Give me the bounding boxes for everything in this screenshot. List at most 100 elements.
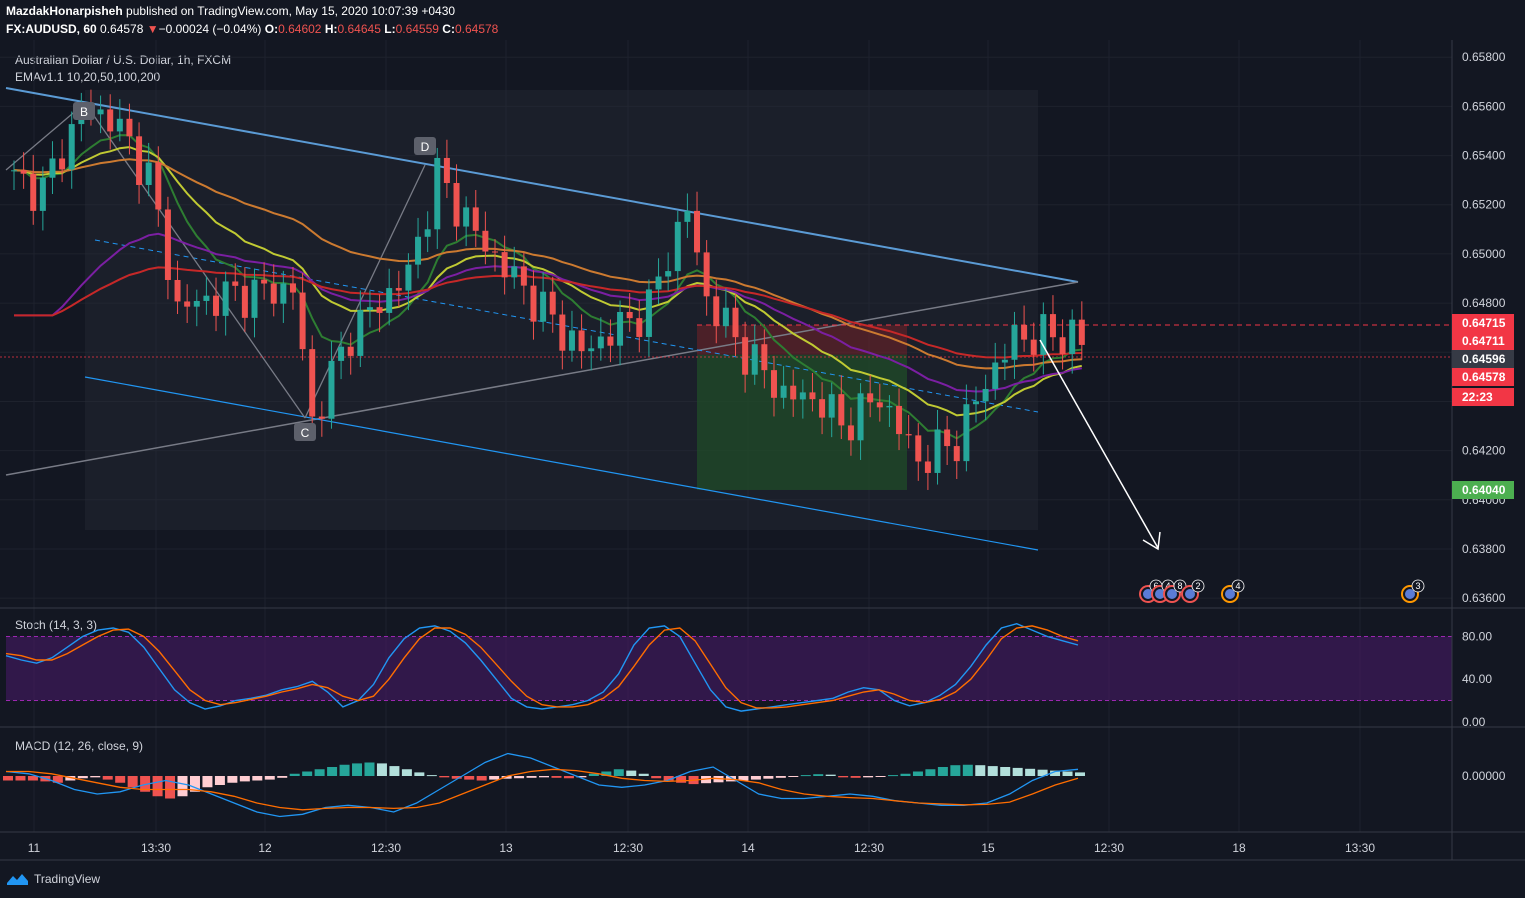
author-name[interactable]: MazdakHonarpisheh <box>6 4 123 18</box>
macd-histogram-bar <box>775 776 786 778</box>
candle-body <box>857 393 864 441</box>
drawings <box>0 87 1452 551</box>
candle-body <box>722 307 729 327</box>
macd-histogram-bar <box>27 776 38 781</box>
time-tick-label: 14 <box>741 841 755 855</box>
forecast-arrowhead <box>1142 531 1161 551</box>
macd-histogram-bar <box>140 776 151 792</box>
event-count-label: 8 <box>1177 581 1182 591</box>
ema-20-line <box>13 146 1083 417</box>
event-count-label: 4 <box>1165 581 1170 591</box>
time-tick-label: 15 <box>981 841 995 855</box>
stoch-band <box>6 636 1452 701</box>
time-tick-label: 18 <box>1232 841 1246 855</box>
macd-histogram-bar <box>626 770 637 776</box>
candle-body <box>973 401 979 405</box>
macd-histogram-bar <box>264 776 275 780</box>
brand-label: TradingView <box>34 872 101 886</box>
macd-histogram-bar <box>302 771 313 776</box>
macd-histogram-bar <box>601 771 612 776</box>
macd-pane <box>3 752 1085 818</box>
candle-body <box>366 307 373 311</box>
macd-legend[interactable]: MACD (12, 26, close, 9) <box>15 739 144 753</box>
publish-line: MazdakHonarpisheh published on TradingVi… <box>6 4 455 18</box>
tradingview-logo[interactable]: TradingView <box>6 871 100 887</box>
stoch-tick-label: 40.00 <box>1462 672 1492 686</box>
candle-body <box>655 276 662 290</box>
candle-body <box>328 360 335 419</box>
event-flag-icon <box>1155 589 1165 599</box>
candle-body <box>578 330 585 352</box>
macd-histogram-bar <box>277 776 288 778</box>
pattern-leg <box>5 102 86 171</box>
lower-triangle-line <box>5 281 1079 476</box>
close-value: 0.64578 <box>454 22 499 36</box>
event-count-badge <box>1149 579 1163 593</box>
stoch-k-line <box>5 622 1079 712</box>
event-flag-icon <box>1139 585 1157 603</box>
macd-histogram-bar <box>962 764 973 776</box>
price-label-box <box>1452 368 1514 386</box>
macd-histogram-bar <box>688 776 699 785</box>
candle-body <box>934 429 941 473</box>
price-label-text: 0.64040 <box>1462 483 1506 497</box>
candle-body <box>424 229 431 237</box>
candle-body <box>1001 359 1008 363</box>
candle-body <box>501 252 508 278</box>
candle-body <box>289 283 296 293</box>
macd-histogram-bar <box>376 763 387 776</box>
event-count-label: 4 <box>1235 581 1240 591</box>
macd-histogram-bar <box>327 767 338 776</box>
stoch-legend[interactable]: Stoch (14, 3, 3) <box>15 618 98 632</box>
candle-body <box>203 295 210 301</box>
event-count-label: 6 <box>1153 581 1158 591</box>
event-flag-icon <box>1163 585 1181 603</box>
candle-body <box>684 210 691 222</box>
macd-histogram-bar <box>613 769 624 776</box>
price-tick-label: 0.64200 <box>1462 444 1506 458</box>
candle-body <box>770 370 777 398</box>
macd-histogram-bar <box>838 776 849 778</box>
stoch-pane <box>5 622 1452 712</box>
candle-body <box>953 446 960 462</box>
ohlc-line: FX:AUDUSD, 60 0.64578 ▼−0.00024 (−0.04%)… <box>6 22 498 36</box>
macd-histogram-bar <box>239 776 250 782</box>
candle-body <box>415 236 422 265</box>
open-label: O: <box>264 22 279 36</box>
candle-body <box>511 266 518 278</box>
change-value: −0.00024 (−0.04%) <box>158 22 262 36</box>
pattern-point-box <box>73 102 95 120</box>
time-tick-label: 13 <box>499 841 513 855</box>
symbol-label[interactable]: FX:AUDUSD, 60 <box>6 22 97 36</box>
event-count-badge <box>1231 579 1245 593</box>
macd-histogram-bar <box>115 776 126 783</box>
candle-body <box>1078 319 1085 345</box>
macd-histogram-bar <box>526 776 537 778</box>
candle-body <box>318 416 325 419</box>
macd-histogram-bar <box>638 773 649 776</box>
candle-body <box>1069 319 1076 354</box>
candle-body <box>665 271 672 277</box>
candle-body <box>1030 339 1037 355</box>
macd-histogram-bar <box>551 776 562 778</box>
macd-histogram-bar <box>663 776 674 781</box>
macd-histogram-bar <box>214 776 225 785</box>
candle-body <box>299 292 306 350</box>
event-flag-icon <box>1225 589 1235 599</box>
candle-body <box>68 124 75 170</box>
candle-body <box>626 311 633 319</box>
candle-body <box>251 279 258 318</box>
candle-body <box>809 392 816 400</box>
candle-body <box>443 157 450 184</box>
candle-body <box>39 177 46 211</box>
macd-histogram-bar <box>738 776 749 781</box>
event-flag-icon <box>1221 585 1239 603</box>
macd-histogram-bar <box>1025 768 1036 776</box>
ema-legend[interactable]: EMAv1.1 10,20,50,100,200 <box>15 70 161 84</box>
candle-body <box>395 288 402 291</box>
macd-histogram-bar <box>651 776 662 779</box>
ema-50-line <box>13 158 1082 370</box>
macd-histogram-bar <box>501 776 512 779</box>
candle-body <box>270 283 277 304</box>
